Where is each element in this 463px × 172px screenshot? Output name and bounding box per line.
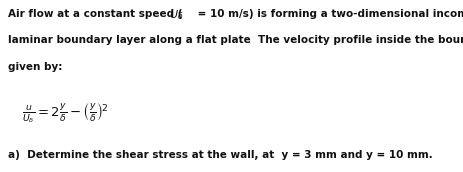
Text: a)  Determine the shear stress at the wall, at  y = 3 mm and y = 10 mm.: a) Determine the shear stress at the wal… bbox=[8, 150, 433, 160]
Text: given by:: given by: bbox=[8, 62, 63, 72]
Text: laminar boundary layer along a flat plate  The velocity profile inside the bound: laminar boundary layer along a flat plat… bbox=[8, 35, 463, 45]
Text: = 10 m/s) is forming a two-dimensional incompressible: = 10 m/s) is forming a two-dimensional i… bbox=[194, 9, 463, 19]
Text: $U_\delta$: $U_\delta$ bbox=[169, 9, 183, 22]
Text: Air flow at a constant speed (: Air flow at a constant speed ( bbox=[8, 9, 183, 19]
Text: $\frac{u}{U_\delta} = 2\frac{y}{\delta} - \left(\frac{y}{\delta}\right)^{\!2}$: $\frac{u}{U_\delta} = 2\frac{y}{\delta} … bbox=[22, 102, 109, 125]
